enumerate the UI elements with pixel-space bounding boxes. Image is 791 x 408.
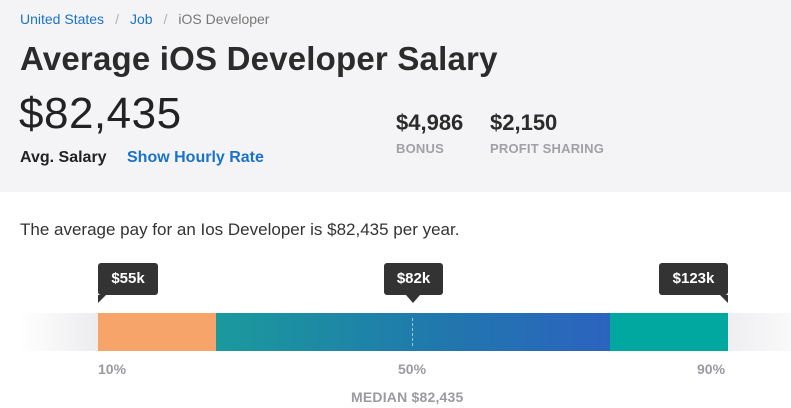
- average-salary-value: $82,435: [19, 89, 182, 138]
- breadcrumb-item-job[interactable]: Job: [129, 11, 153, 27]
- salary-range-high-segment: [610, 313, 728, 351]
- bonus-stat: $4,986 BONUS: [396, 110, 463, 156]
- bonus-label: BONUS: [396, 141, 444, 156]
- salary-range-low-segment: [98, 313, 216, 351]
- percentile-50-label: 50%: [398, 361, 427, 377]
- breadcrumb-separator: /: [115, 11, 119, 27]
- median-salary-tooltip: $82k: [384, 263, 443, 303]
- low-salary-tooltip: $55k: [98, 263, 158, 303]
- median-salary-label: MEDIAN $82,435: [351, 389, 464, 405]
- salary-summary: The average pay for an Ios Developer is …: [20, 220, 460, 239]
- page-title: Average iOS Developer Salary: [20, 40, 498, 77]
- salary-range-mid-segment: [216, 313, 610, 351]
- median-marker-line: [412, 318, 413, 346]
- breadcrumb-current: iOS Developer: [178, 11, 270, 27]
- salary-header: United States / Job / iOS Developer Aver…: [0, 0, 791, 192]
- profit-sharing-label: PROFIT SHARING: [490, 141, 605, 156]
- breadcrumb: United States / Job / iOS Developer: [20, 11, 269, 27]
- profit-sharing-stat: $2,150 PROFIT SHARING: [490, 110, 604, 156]
- percentile-90-label: 90%: [697, 361, 726, 377]
- high-salary-tooltip: $123k: [659, 263, 728, 303]
- breadcrumb-item-united-states[interactable]: United States: [20, 11, 105, 27]
- show-hourly-rate-link[interactable]: Show Hourly Rate: [127, 149, 264, 166]
- profit-sharing-value: $2,150: [490, 110, 558, 135]
- percentile-10-label: 10%: [98, 361, 127, 377]
- bonus-value: $4,986: [396, 110, 464, 135]
- breadcrumb-separator: /: [163, 11, 168, 27]
- average-salary-label: Avg. Salary: [20, 149, 107, 166]
